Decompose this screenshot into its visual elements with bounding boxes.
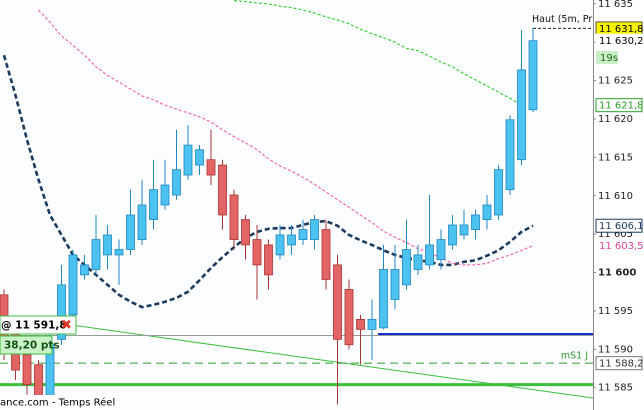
candle-body bbox=[448, 224, 457, 246]
candle-body bbox=[298, 229, 308, 240]
price-tag bbox=[595, 33, 643, 48]
price-tag bbox=[595, 98, 643, 113]
plot-background bbox=[0, 0, 593, 410]
candle-body bbox=[252, 239, 262, 266]
candle-body bbox=[517, 69, 526, 161]
price-tag bbox=[595, 356, 643, 371]
candle-body bbox=[149, 189, 158, 220]
candle-body bbox=[275, 234, 285, 256]
candle-body bbox=[57, 284, 66, 340]
candle-body bbox=[379, 269, 388, 329]
overlay: 19s @ 11 591,8 ✖ 38,20 pts ance.com - Te… bbox=[0, 21, 644, 410]
y-tick-label: 11 590 bbox=[598, 344, 633, 355]
candle-body bbox=[229, 194, 239, 240]
candle-body bbox=[137, 204, 147, 240]
source: ance.com - Temps Réel bbox=[0, 397, 115, 409]
candle-body bbox=[310, 219, 319, 240]
candle-body bbox=[241, 219, 250, 246]
candle-body bbox=[172, 169, 181, 196]
moving-average bbox=[38, 9, 534, 266]
candle-body bbox=[68, 254, 78, 316]
candle-body bbox=[356, 319, 365, 330]
candle-body bbox=[367, 319, 377, 330]
candle-body bbox=[183, 144, 193, 176]
y-tick-label: 11 600 bbox=[598, 268, 636, 279]
pts-box bbox=[0, 335, 53, 355]
candle-body bbox=[425, 244, 434, 266]
candle-body bbox=[528, 40, 538, 111]
candle-body bbox=[218, 164, 227, 216]
candle-body bbox=[114, 249, 124, 256]
countdown-box bbox=[596, 51, 618, 64]
y-axis: 11 585 11 590 11 595 11 600 11 605 11 610 11 6… bbox=[593, 0, 636, 394]
price-tag bbox=[595, 238, 643, 253]
y-tick-label: 11 585 bbox=[598, 383, 633, 394]
candle-body bbox=[195, 149, 204, 166]
y-tick-label: 11 625 bbox=[598, 76, 633, 87]
level-label: mS1 J bbox=[561, 351, 588, 362]
y-tick-label: 11 605 bbox=[598, 229, 633, 240]
candle-body bbox=[413, 254, 423, 270]
order-label: @ 11 591,8 bbox=[1, 320, 67, 332]
order-box bbox=[0, 315, 77, 335]
candle-body bbox=[34, 364, 43, 401]
candle-body bbox=[22, 354, 32, 386]
candle-body bbox=[436, 239, 446, 260]
candle-body bbox=[459, 224, 469, 236]
candle-body bbox=[482, 204, 492, 220]
price-tag-label: 11 621,8 bbox=[599, 101, 644, 112]
countdown: 19s bbox=[600, 53, 618, 64]
level-label: Haut (5m, Pr bbox=[532, 14, 592, 25]
y-tick-label: 11 595 bbox=[598, 306, 633, 317]
y-tick-label: 11 635 bbox=[598, 0, 633, 10]
candle-body bbox=[505, 119, 515, 191]
price-tag-label: 11 588,2 bbox=[599, 359, 644, 370]
pts-label: 38,20 pts bbox=[4, 340, 60, 352]
candle-body bbox=[390, 269, 400, 300]
price-tag-label: 11 603,5 bbox=[599, 241, 644, 252]
order-close[interactable]: ✖ bbox=[61, 318, 72, 333]
price-tag-label: 11 630,2 bbox=[599, 36, 644, 47]
candle-body bbox=[471, 214, 480, 230]
price-tag-label: 11 606,1 bbox=[599, 221, 644, 232]
candle-body bbox=[103, 234, 112, 256]
source-box bbox=[0, 395, 112, 410]
y-tick-label: 11 620 bbox=[598, 114, 633, 125]
candle-body bbox=[333, 264, 342, 340]
y-tick-label: 11 610 bbox=[598, 191, 633, 202]
candle-body bbox=[126, 214, 135, 250]
candle-body bbox=[287, 234, 296, 246]
candle-body bbox=[160, 184, 170, 206]
candle-body bbox=[91, 239, 101, 270]
candle-body bbox=[80, 264, 89, 276]
candle-body bbox=[264, 244, 273, 276]
price-tag-label: 11 631,8 bbox=[599, 24, 644, 35]
candle-body bbox=[321, 229, 331, 280]
y-tick-label: 11 615 bbox=[598, 152, 633, 163]
candle-body bbox=[402, 249, 411, 286]
candle-body bbox=[344, 289, 354, 346]
price-tag bbox=[595, 218, 643, 233]
candle-body bbox=[494, 169, 503, 216]
candle-body bbox=[206, 159, 216, 176]
moving-average bbox=[2, 54, 534, 309]
